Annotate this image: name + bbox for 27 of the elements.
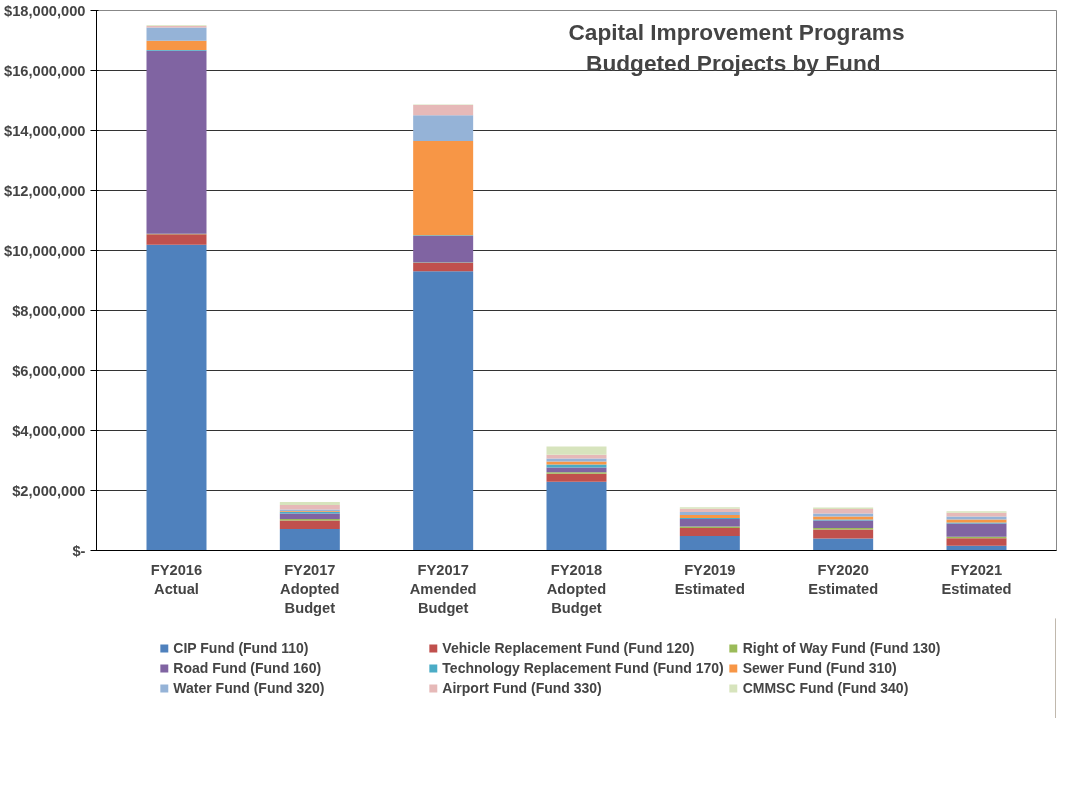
y-tick-label: $18,000,000 <box>4 2 86 19</box>
legend-label: Water Fund (Fund 320) <box>173 680 326 696</box>
x-tick-label: FY2016 Actual <box>150 561 203 597</box>
y-tick-label: $10,000,000 <box>4 242 86 259</box>
legend-label: Road Fund (Fund 160) <box>173 660 323 676</box>
x-tick-label: FY2018 Adopted Budget <box>546 561 607 616</box>
text: Capital Improvement Programs Budgeted Projects by Fund <box>568 18 905 76</box>
x-tick-label: FY2020 Estimated <box>808 561 879 597</box>
y-tick-label: $4,000,000 <box>12 422 86 439</box>
x-tick-label: FY2017 Adopted Budget <box>280 561 340 616</box>
y-tick-label: $2,000,000 <box>12 482 86 499</box>
legend-label: Sewer Fund (Fund 310) <box>742 660 898 676</box>
legend-label: Technology Replacement Fund (Fund 170) <box>442 660 724 676</box>
x-tick-label: FY2017 Amended Budget <box>409 561 477 616</box>
x-tick-label: FY2019 Estimated <box>674 561 745 597</box>
y-tick-label: $12,000,000 <box>4 182 86 199</box>
legend-label: Right of Way Fund (Fund 130) <box>742 640 942 656</box>
y-tick-label: $14,000,000 <box>4 122 86 139</box>
y-tick-label: $- <box>72 542 86 559</box>
legend-label: CIP Fund (Fund 110) <box>173 640 310 656</box>
y-tick-label: $6,000,000 <box>12 362 86 379</box>
legend-label: CMMSC Fund (Fund 340) <box>742 680 910 696</box>
legend-label: Vehicle Replacement Fund (Fund 120) <box>442 640 695 656</box>
y-tick-label: $8,000,000 <box>12 302 86 319</box>
legend-label: Airport Fund (Fund 330) <box>442 680 603 696</box>
x-tick-label: FY2021 Estimated <box>941 561 1012 597</box>
y-tick-label: $16,000,000 <box>4 62 86 79</box>
